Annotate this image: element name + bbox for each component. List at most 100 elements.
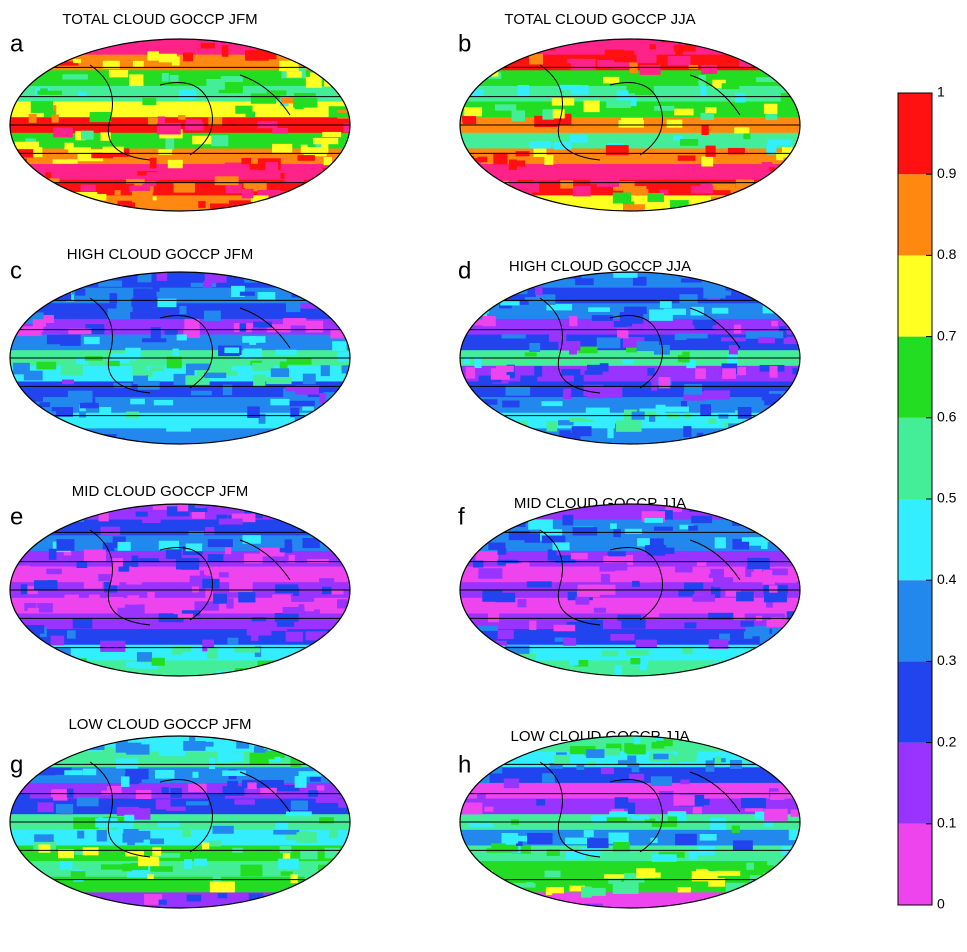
map-patch	[15, 398, 25, 404]
map-patch	[629, 897, 655, 907]
map-patch	[294, 415, 320, 423]
map-patch	[569, 134, 588, 143]
map-patch	[117, 821, 133, 832]
map-patch	[173, 182, 195, 193]
map-outline	[459, 38, 801, 212]
map-patch	[329, 48, 350, 55]
map-patch	[484, 747, 508, 754]
map-patch	[701, 568, 711, 575]
map-patch	[757, 786, 777, 798]
map-patch	[154, 769, 175, 779]
map-patch	[514, 160, 526, 167]
map-patch	[789, 885, 796, 891]
map-patch	[22, 312, 44, 324]
map-patch	[599, 363, 609, 372]
map-patch	[51, 407, 74, 417]
map-patch	[599, 562, 616, 572]
map-patch	[32, 898, 49, 903]
map-patch	[572, 527, 598, 536]
map-patch	[623, 186, 647, 193]
map-patch	[127, 595, 140, 605]
map-patch	[745, 626, 770, 637]
map-patch	[46, 568, 62, 575]
map-patch	[172, 348, 179, 358]
map-patch	[32, 319, 47, 327]
map-patch	[736, 591, 754, 602]
map-patch	[783, 507, 795, 517]
map-patch	[310, 776, 321, 782]
map-patch	[125, 561, 137, 567]
map-patch	[56, 647, 71, 657]
map-patch	[303, 147, 327, 157]
map-patch	[732, 840, 753, 850]
map-patch	[513, 182, 530, 188]
map-patch	[768, 512, 791, 517]
map-patch	[655, 736, 664, 741]
map-patch	[64, 594, 79, 601]
map-patch	[617, 614, 641, 621]
map-patch	[218, 518, 243, 525]
map	[460, 504, 800, 676]
map-patch	[323, 157, 333, 166]
panel-letter: a	[10, 30, 24, 57]
map-patch	[745, 331, 760, 339]
map-patch	[234, 646, 261, 653]
map-patch	[501, 334, 526, 339]
map-patch	[581, 886, 592, 898]
map-patch	[695, 368, 706, 379]
map-patch	[759, 633, 778, 644]
map-patch	[241, 157, 252, 165]
map-patch	[616, 90, 629, 102]
map-patch	[766, 143, 777, 155]
map-patch	[639, 577, 654, 583]
map-patch	[130, 862, 149, 871]
map-patch	[23, 370, 43, 381]
map-patch	[265, 162, 279, 172]
map-patch	[253, 374, 266, 387]
map-patch	[751, 571, 765, 583]
map-patch	[569, 315, 578, 327]
map-patch	[313, 662, 321, 667]
map-patch	[776, 152, 784, 161]
map-patch	[203, 310, 221, 322]
map-patch	[19, 885, 33, 893]
map-patch	[569, 745, 595, 755]
map-patch	[631, 763, 640, 773]
map-patch	[191, 585, 200, 593]
map-patch	[515, 198, 525, 205]
map-patch	[545, 888, 553, 896]
map-patch	[266, 90, 287, 100]
map-patch	[553, 142, 572, 150]
map-patch	[60, 197, 76, 204]
map-patch	[338, 799, 350, 808]
map-patch	[688, 525, 698, 531]
map-patch	[495, 592, 516, 603]
map-patch	[101, 790, 113, 795]
map-patch	[302, 373, 316, 385]
map-patch	[490, 755, 499, 765]
map-patch	[708, 878, 726, 887]
map-patch	[591, 315, 613, 321]
map-band	[10, 861, 350, 878]
map-patch	[745, 43, 771, 56]
map-patch	[62, 39, 89, 42]
map-patch	[610, 633, 635, 641]
map-patch	[46, 767, 72, 775]
map-patch	[319, 817, 334, 824]
map-patch	[337, 599, 350, 609]
map-patch	[142, 181, 157, 187]
map-patch	[185, 119, 202, 126]
map-patch	[586, 749, 605, 758]
map-patch	[37, 603, 53, 613]
map-patch	[265, 750, 275, 760]
map-patch	[758, 331, 784, 339]
map-patch	[200, 42, 216, 49]
map-patch	[96, 830, 107, 842]
map-patch	[559, 169, 579, 174]
map-patch	[497, 559, 518, 566]
map-patch	[634, 736, 641, 744]
map-patch	[714, 756, 722, 764]
map-patch	[520, 196, 537, 208]
map-patch	[147, 874, 154, 880]
map-patch	[128, 808, 151, 820]
